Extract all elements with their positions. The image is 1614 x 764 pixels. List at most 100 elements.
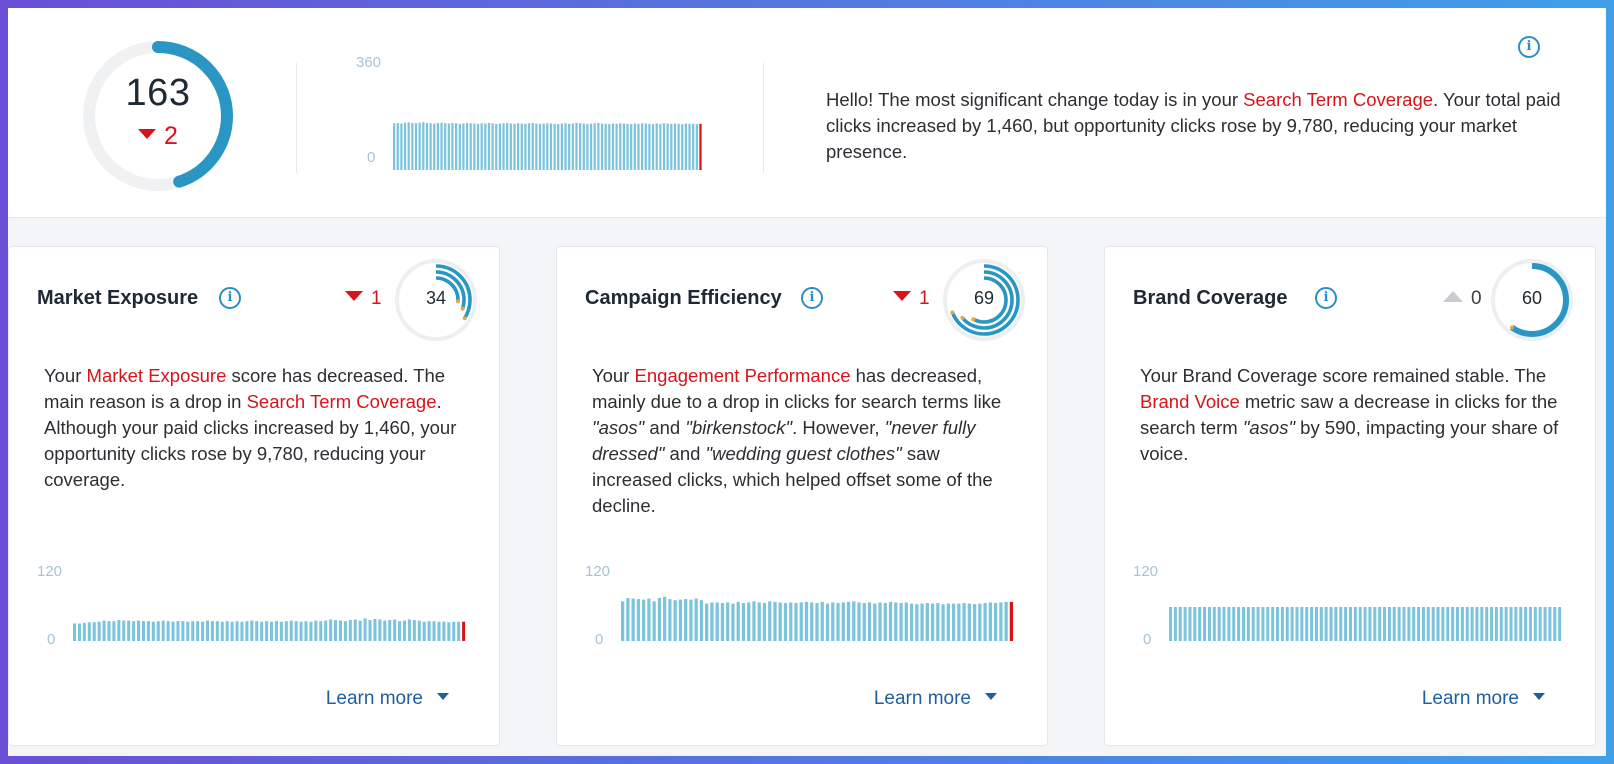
overview-panel: 163 2 360 0 Hello! The most significant … [8,8,1606,218]
chart-bar [506,122,509,170]
chart-bar [196,621,200,641]
card-bars-svg [621,596,1014,641]
chart-bar [883,603,887,641]
chart-bar [611,123,615,170]
overview-bars-svg [393,122,702,170]
chart-bar [644,123,647,170]
learn-more-label: Learn more [873,688,971,709]
chart-bar [1533,607,1537,641]
chart-bar [568,123,571,170]
chart-bar [141,621,145,641]
chart-bar [1451,607,1455,641]
learn-more-link[interactable]: Learn more [1422,688,1545,710]
chart-bar [1514,607,1518,641]
chart-bar [186,621,190,641]
decrease-arrow-icon [345,290,363,301]
chart-bar [230,621,234,641]
chart-bar [191,621,195,641]
card-market-exposure: Market Exposure i 1 34 Your Market Expos… [8,246,500,746]
chart-bar [289,620,293,641]
chart-bar [873,603,877,641]
chart-bar [630,124,633,170]
text: metric saw a decrease in clicks for the … [1140,391,1558,438]
chart-bar [427,621,431,641]
text: has decreased, mainly due to a drop in c… [592,365,1002,412]
chart-bar [429,123,432,170]
chart-bar [941,604,945,641]
chart-bar [820,601,824,641]
chart-bar [757,602,761,641]
chart-bar [815,603,819,641]
daily-summary: Hello! The most significant change today… [826,87,1566,165]
card-brand-coverage: Brand Coverage i 0 60 Your Brand Coverag… [1104,246,1596,746]
chart-bar [127,620,131,641]
chart-bar [1397,607,1401,641]
chart-bar [564,123,567,170]
chart-bar [451,122,454,170]
chart-bar [260,621,264,641]
ring-end-dot [462,316,467,321]
chart-bar [117,620,121,641]
chart-bar [418,122,421,170]
chart-bar [1246,607,1250,641]
chart-bar [87,622,91,641]
chart-bar [1436,607,1440,641]
chart-bar [166,621,170,641]
text: Your Brand Coverage score remained stabl… [1140,365,1547,386]
ring-arc [954,270,1014,330]
chart-bar [789,602,793,641]
chart-bar [432,621,436,641]
chart-bar [600,123,604,170]
info-icon[interactable]: i [1315,287,1337,309]
chart-bar [983,603,987,641]
learn-more-link[interactable]: Learn more [874,688,997,710]
card-delta: 1 [345,288,382,310]
chart-bar [1485,607,1489,641]
chart-bar [225,621,229,641]
search-term: "asos" [592,417,645,438]
learn-more-link[interactable]: Learn more [326,688,449,710]
summary-highlight: Search Term Coverage [1243,89,1434,110]
chart-bar [831,602,835,641]
info-icon[interactable]: i [219,287,241,309]
chart-bar [593,123,596,170]
chart-bar [73,623,77,641]
chart-bar [538,123,542,170]
divider [296,63,297,173]
chart-bar [502,123,505,170]
chart-bar [383,620,387,641]
chart-bar [1538,607,1542,641]
chart-bar [265,621,269,641]
chart-bar [1465,607,1469,641]
info-icon[interactable]: i [801,287,823,309]
metric-highlight: Market Exposure [86,365,227,386]
chart-bar [689,599,693,641]
latest-bar [699,123,702,170]
chart-bar [1392,607,1396,641]
chart-bar [794,603,798,641]
chart-bar [1004,601,1008,641]
card-title: Brand Coverage [1133,287,1288,309]
chart-bar [407,122,410,170]
chart-bar [1334,607,1338,641]
no-change-arrow-icon [1443,291,1463,303]
chart-bar [549,123,553,170]
chart-ymax: 120 [1133,563,1159,580]
chart-bar [920,603,924,641]
chart-bar [972,604,977,641]
chart-bar [715,602,719,641]
chart-bar [1207,607,1211,641]
chart-bar [509,123,512,170]
chart-bar [1553,607,1557,641]
chart-bar [1314,607,1318,641]
chart-bar [469,123,472,170]
info-icon[interactable]: i [1518,36,1540,58]
chart-bar [314,620,318,641]
chart-bar [773,601,777,641]
chart-bar [852,601,856,641]
chart-bar [425,122,429,170]
chart-bar [705,603,709,641]
chart-bar [857,602,861,641]
chart-bar [524,123,527,170]
chart-bar [1358,607,1362,641]
